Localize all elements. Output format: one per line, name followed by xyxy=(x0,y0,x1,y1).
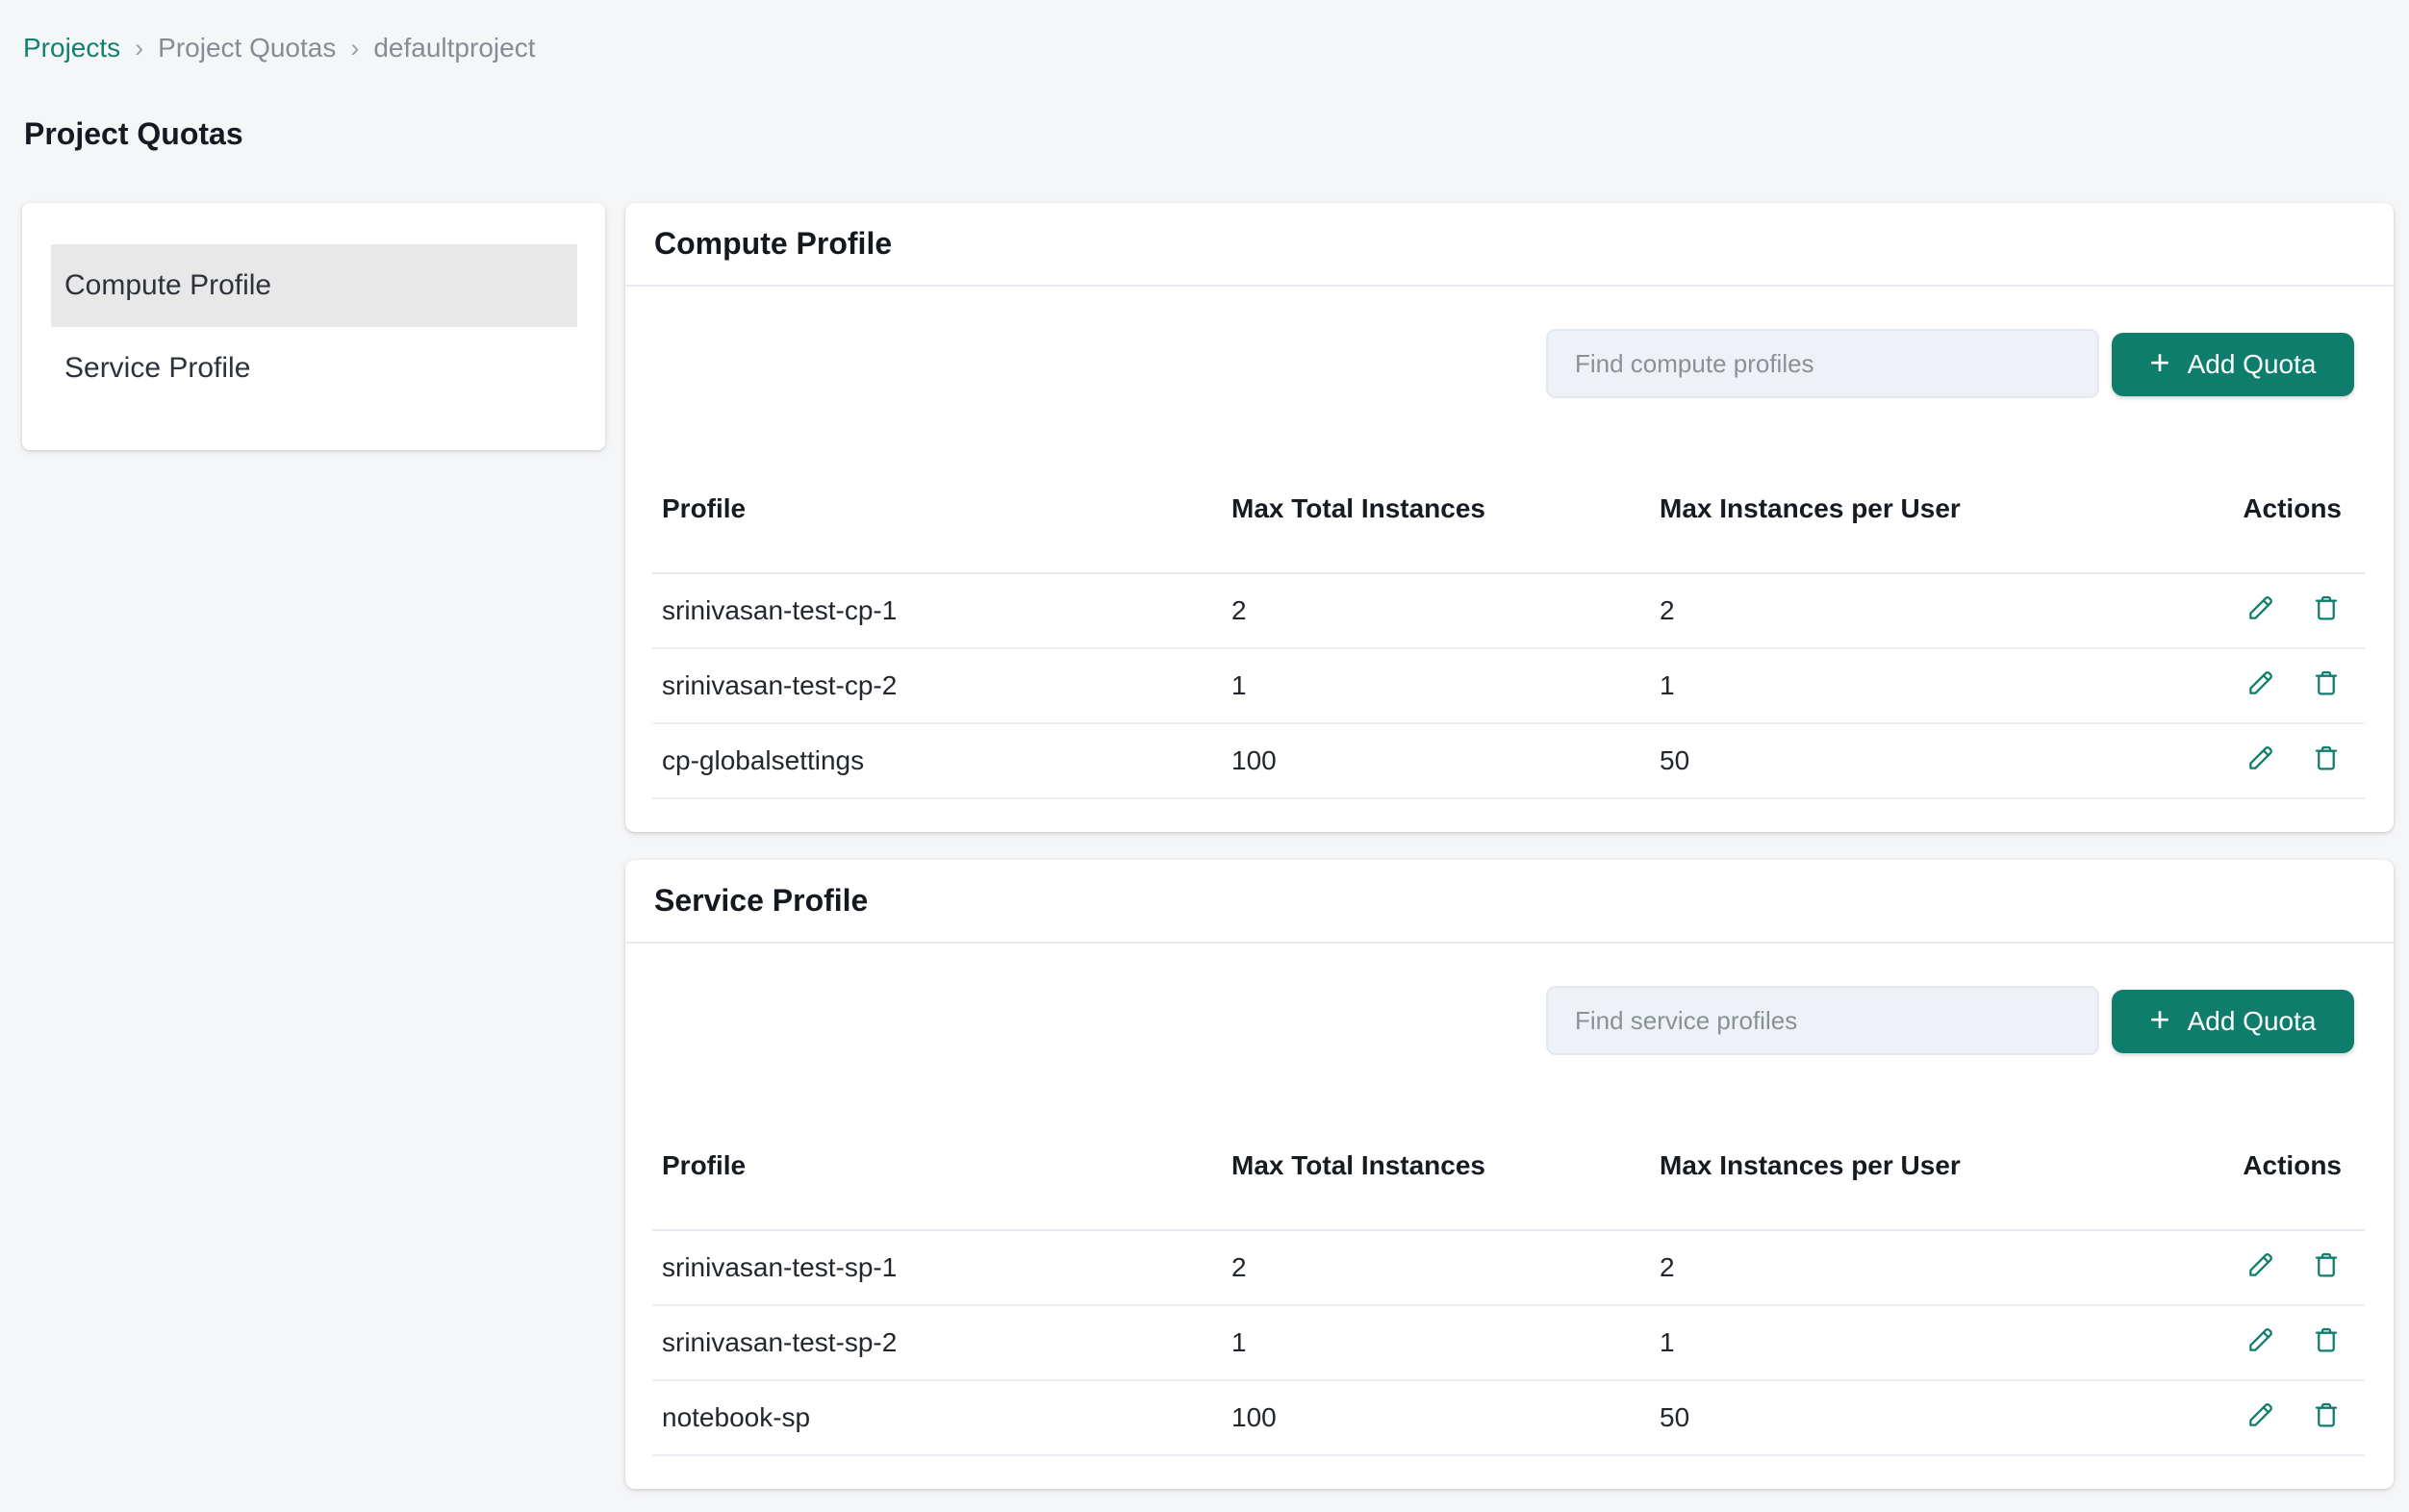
service-profile-card-header: Service Profile xyxy=(625,860,2394,944)
max-total-instances-cell: 100 xyxy=(1222,1380,1650,1455)
column-header-max-total-instances: Max Total Instances xyxy=(1222,1101,1650,1230)
column-header-actions: Actions xyxy=(2020,1101,2365,1230)
max-instances-per-user-cell: 50 xyxy=(1650,723,2020,798)
actions-cell xyxy=(2020,573,2365,648)
service-table-header-row: Profile Max Total Instances Max Instance… xyxy=(652,1101,2365,1230)
table-row: cp-globalsettings 100 50 xyxy=(652,723,2365,798)
edit-quota-button[interactable] xyxy=(2245,1324,2276,1355)
edit-quota-button[interactable] xyxy=(2245,743,2276,773)
profile-cell: cp-globalsettings xyxy=(652,723,1222,798)
plus-icon: + xyxy=(2150,345,2170,380)
compute-profile-card-header: Compute Profile xyxy=(625,203,2394,287)
service-quota-table: Profile Max Total Instances Max Instance… xyxy=(652,1101,2365,1456)
trash-icon xyxy=(2311,1249,2342,1280)
profile-cell: srinivasan-test-cp-2 xyxy=(652,648,1222,723)
pencil-icon xyxy=(2245,1399,2276,1430)
edit-quota-button[interactable] xyxy=(2245,592,2276,623)
breadcrumb-link-projects[interactable]: Projects xyxy=(23,33,120,63)
pencil-icon xyxy=(2245,1249,2276,1280)
delete-quota-button[interactable] xyxy=(2311,1399,2342,1430)
max-total-instances-cell: 1 xyxy=(1222,1305,1650,1380)
table-row: srinivasan-test-cp-1 2 2 xyxy=(652,573,2365,648)
service-profiles-search-input[interactable] xyxy=(1546,986,2099,1055)
pencil-icon xyxy=(2245,668,2276,698)
page-title: Project Quotas xyxy=(24,116,243,152)
table-row: srinivasan-test-cp-2 1 1 xyxy=(652,648,2365,723)
profile-cell: srinivasan-test-sp-2 xyxy=(652,1305,1222,1380)
max-instances-per-user-cell: 2 xyxy=(1650,1230,2020,1305)
max-total-instances-cell: 100 xyxy=(1222,723,1650,798)
service-add-quota-button[interactable]: + Add Quota xyxy=(2112,990,2354,1053)
column-header-max-total-instances: Max Total Instances xyxy=(1222,444,1650,573)
compute-profile-card-title: Compute Profile xyxy=(654,226,892,262)
trash-icon xyxy=(2311,1399,2342,1430)
breadcrumb-item-defaultproject: defaultproject xyxy=(373,33,535,63)
column-header-actions: Actions xyxy=(2020,444,2365,573)
column-header-max-instances-per-user: Max Instances per User xyxy=(1650,444,2020,573)
profile-type-sidebar: Compute Profile Service Profile xyxy=(22,203,605,450)
service-profile-card: Service Profile + Add Quota Profile Max … xyxy=(625,860,2394,1489)
breadcrumb-separator-icon: › xyxy=(350,34,359,63)
add-quota-button-label: Add Quota xyxy=(2188,1006,2317,1037)
add-quota-button-label: Add Quota xyxy=(2188,349,2317,380)
compute-quota-table: Profile Max Total Instances Max Instance… xyxy=(652,444,2365,799)
max-total-instances-cell: 2 xyxy=(1222,573,1650,648)
actions-cell xyxy=(2020,1230,2365,1305)
breadcrumb-item-project-quotas: Project Quotas xyxy=(158,33,336,63)
edit-quota-button[interactable] xyxy=(2245,668,2276,698)
delete-quota-button[interactable] xyxy=(2311,668,2342,698)
service-profile-card-title: Service Profile xyxy=(654,883,868,919)
delete-quota-button[interactable] xyxy=(2311,592,2342,623)
trash-icon xyxy=(2311,1324,2342,1355)
max-instances-per-user-cell: 2 xyxy=(1650,573,2020,648)
pencil-icon xyxy=(2245,743,2276,773)
sidebar-item-service-profile[interactable]: Service Profile xyxy=(51,327,577,410)
breadcrumb-separator-icon: › xyxy=(135,34,143,63)
actions-cell xyxy=(2020,648,2365,723)
trash-icon xyxy=(2311,668,2342,698)
plus-icon: + xyxy=(2150,1002,2170,1037)
compute-table-header-row: Profile Max Total Instances Max Instance… xyxy=(652,444,2365,573)
sidebar-item-compute-profile[interactable]: Compute Profile xyxy=(51,244,577,327)
table-row: notebook-sp 100 50 xyxy=(652,1380,2365,1455)
breadcrumb: Projects › Project Quotas › defaultproje… xyxy=(23,33,535,63)
edit-quota-button[interactable] xyxy=(2245,1399,2276,1430)
delete-quota-button[interactable] xyxy=(2311,743,2342,773)
max-total-instances-cell: 1 xyxy=(1222,648,1650,723)
compute-add-quota-button[interactable]: + Add Quota xyxy=(2112,333,2354,396)
compute-profiles-search-input[interactable] xyxy=(1546,329,2099,398)
pencil-icon xyxy=(2245,1324,2276,1355)
actions-cell xyxy=(2020,1305,2365,1380)
profile-cell: srinivasan-test-cp-1 xyxy=(652,573,1222,648)
profile-cell: notebook-sp xyxy=(652,1380,1222,1455)
edit-quota-button[interactable] xyxy=(2245,1249,2276,1280)
max-total-instances-cell: 2 xyxy=(1222,1230,1650,1305)
table-row: srinivasan-test-sp-1 2 2 xyxy=(652,1230,2365,1305)
trash-icon xyxy=(2311,592,2342,623)
delete-quota-button[interactable] xyxy=(2311,1249,2342,1280)
delete-quota-button[interactable] xyxy=(2311,1324,2342,1355)
column-header-profile: Profile xyxy=(652,444,1222,573)
column-header-profile: Profile xyxy=(652,1101,1222,1230)
pencil-icon xyxy=(2245,592,2276,623)
column-header-max-instances-per-user: Max Instances per User xyxy=(1650,1101,2020,1230)
max-instances-per-user-cell: 1 xyxy=(1650,1305,2020,1380)
max-instances-per-user-cell: 50 xyxy=(1650,1380,2020,1455)
actions-cell xyxy=(2020,1380,2365,1455)
compute-profile-card: Compute Profile + Add Quota Profile Max … xyxy=(625,203,2394,832)
table-row: srinivasan-test-sp-2 1 1 xyxy=(652,1305,2365,1380)
actions-cell xyxy=(2020,723,2365,798)
profile-cell: srinivasan-test-sp-1 xyxy=(652,1230,1222,1305)
trash-icon xyxy=(2311,743,2342,773)
project-quotas-page: Projects › Project Quotas › defaultproje… xyxy=(0,0,2409,1512)
max-instances-per-user-cell: 1 xyxy=(1650,648,2020,723)
